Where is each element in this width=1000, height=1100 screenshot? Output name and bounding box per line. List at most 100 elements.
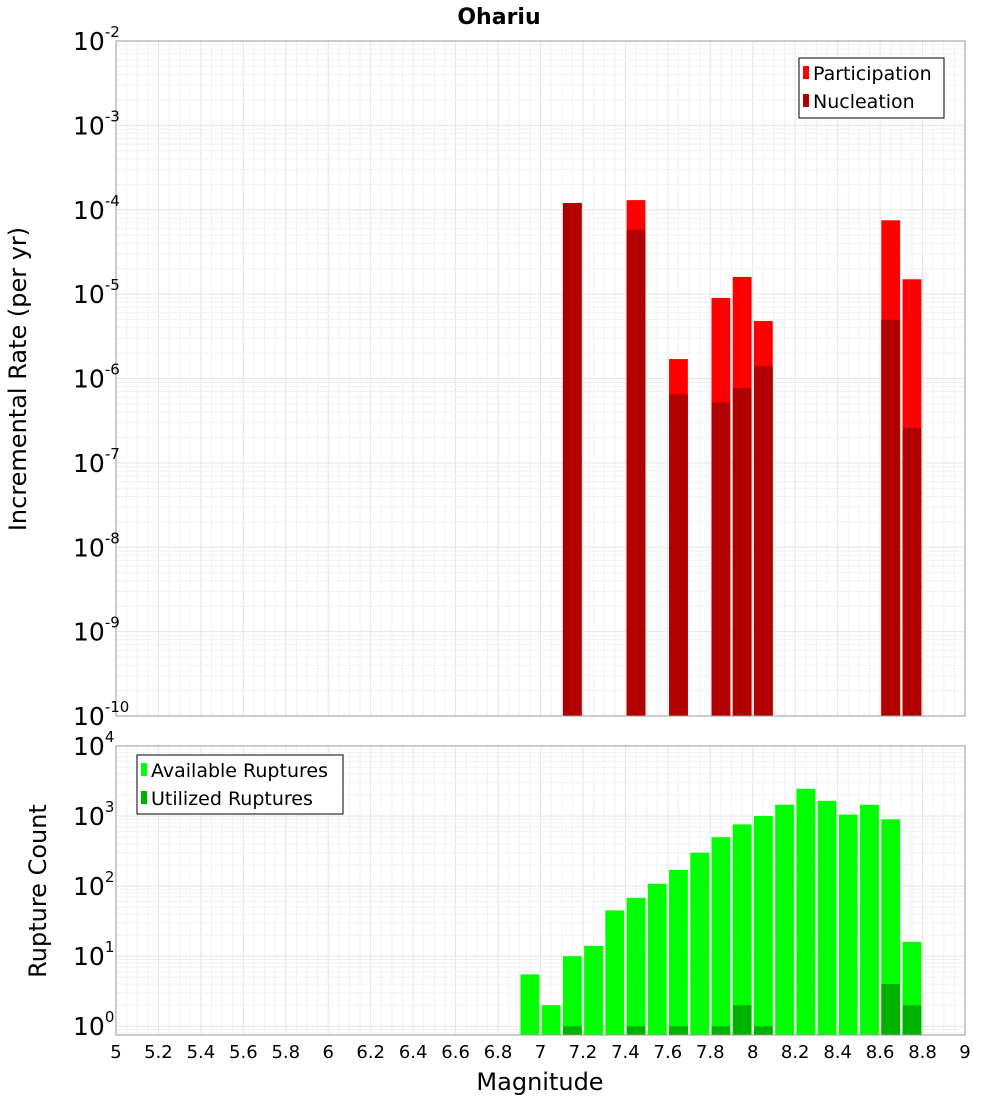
count-bar-utilized-ruptures xyxy=(711,1026,731,1035)
y-tick-label: 100 xyxy=(73,1008,114,1041)
x-tick-label: 7.2 xyxy=(569,1042,598,1063)
legend-swatch xyxy=(141,791,147,804)
legend-label: Nucleation xyxy=(813,91,915,113)
y-tick-label: 10-6 xyxy=(73,361,120,394)
y-tick-exponent: 0 xyxy=(105,1008,115,1026)
x-tick-label: 7.6 xyxy=(654,1042,683,1063)
rate-bar-nucleation xyxy=(626,229,646,717)
y-tick-exponent: -3 xyxy=(105,107,120,125)
x-tick-label: 5.6 xyxy=(229,1042,258,1063)
y-tick-exponent: 4 xyxy=(105,728,115,746)
rate-bar-nucleation xyxy=(881,319,901,716)
y-tick-label: 10-2 xyxy=(73,23,120,56)
y-tick-base: 10 xyxy=(73,942,105,971)
x-tick-label: 9 xyxy=(959,1042,970,1063)
count-bar-available-ruptures xyxy=(647,883,667,1035)
count-bar-available-ruptures xyxy=(860,804,879,1035)
y-tick-base: 10 xyxy=(73,280,105,309)
y-tick-exponent: 1 xyxy=(105,938,115,956)
y-tick-base: 10 xyxy=(73,27,105,56)
count-bar-available-ruptures xyxy=(732,824,752,1035)
rate-bar-nucleation xyxy=(711,402,731,716)
count-bar-available-ruptures xyxy=(838,814,858,1035)
y-tick-base: 10 xyxy=(73,449,105,478)
legend-box xyxy=(136,754,344,815)
x-tick-label: 6.6 xyxy=(441,1042,470,1063)
x-tick-label: 8 xyxy=(747,1042,758,1063)
legend-label: Utilized Ruptures xyxy=(151,788,313,810)
x-tick-label: 5.2 xyxy=(144,1042,173,1063)
count-bar-available-ruptures xyxy=(520,974,540,1035)
count-bar-available-ruptures xyxy=(775,804,794,1035)
x-tick-label: 7 xyxy=(535,1042,546,1063)
rate-series-nucleation xyxy=(562,203,922,717)
y-tick-exponent: -8 xyxy=(105,529,120,547)
y-tick-label: 10-4 xyxy=(73,192,120,225)
legend-swatch xyxy=(141,763,147,776)
y-tick-base: 10 xyxy=(73,872,105,901)
grid xyxy=(115,40,966,717)
count-bar-available-ruptures xyxy=(817,800,837,1035)
x-tick-label: 6.4 xyxy=(399,1042,428,1063)
x-tick-label: 6.8 xyxy=(484,1042,513,1063)
rate-bar-nucleation xyxy=(902,427,922,716)
y-tick-base: 10 xyxy=(73,111,105,140)
count-bar-utilized-ruptures xyxy=(669,1026,688,1035)
y-tick-exponent: -4 xyxy=(105,192,120,210)
count-bar-available-ruptures xyxy=(626,897,646,1035)
y-tick-label: 10-9 xyxy=(73,614,120,647)
rate-y-tick-labels: 10-210-310-410-510-610-710-810-910-10 xyxy=(73,23,129,731)
y-tick-label: 10-3 xyxy=(73,107,120,140)
chart-title: Ohariu xyxy=(457,5,540,30)
count-legend: Available Ruptures Utilized Ruptures xyxy=(136,754,344,815)
legend-label: Participation xyxy=(813,63,932,85)
x-tick-label: 5.4 xyxy=(187,1042,216,1063)
x-tick-label: 8.8 xyxy=(908,1042,937,1063)
x-axis-label: Magnitude xyxy=(476,1068,603,1096)
y-tick-label: 10-7 xyxy=(73,445,120,478)
plot-frame xyxy=(115,40,966,717)
count-bar-utilized-ruptures xyxy=(732,1005,752,1035)
y-tick-exponent: -5 xyxy=(105,276,120,294)
y-tick-exponent: -10 xyxy=(105,698,130,716)
y-tick-label: 102 xyxy=(73,868,114,901)
y-tick-base: 10 xyxy=(73,1012,105,1041)
y-tick-exponent: -7 xyxy=(105,445,120,463)
y-tick-label: 10-8 xyxy=(73,529,120,562)
x-tick-label: 7.4 xyxy=(611,1042,640,1063)
y-tick-base: 10 xyxy=(73,702,105,731)
x-tick-label: 6.2 xyxy=(356,1042,385,1063)
legend-swatch xyxy=(803,94,809,107)
y-tick-label: 10-10 xyxy=(73,698,129,731)
y-tick-base: 10 xyxy=(73,533,105,562)
y-tick-exponent: 3 xyxy=(105,798,115,816)
count-bar-available-ruptures xyxy=(669,869,688,1035)
rate-legend: Participation Nucleation xyxy=(798,57,945,119)
count-series-available-ruptures xyxy=(520,788,922,1035)
count-bar-utilized-ruptures xyxy=(753,1026,773,1035)
rate-bar-nucleation xyxy=(669,394,688,716)
y-tick-exponent: -2 xyxy=(105,23,120,41)
count-bar-utilized-ruptures xyxy=(902,1005,922,1035)
count-bar-available-ruptures xyxy=(881,819,901,1035)
count-bar-available-ruptures xyxy=(541,1005,561,1035)
y-tick-base: 10 xyxy=(73,196,105,225)
count-bar-available-ruptures xyxy=(584,945,603,1035)
y-tick-exponent: -9 xyxy=(105,614,120,632)
y-tick-label: 103 xyxy=(73,798,114,831)
x-tick-label: 7.8 xyxy=(696,1042,725,1063)
rate-bar-nucleation xyxy=(753,366,773,716)
plot-frame xyxy=(115,745,966,1036)
legend-box xyxy=(798,57,945,119)
count-bar-available-ruptures xyxy=(690,852,710,1035)
top-plot-area: 10-210-310-410-510-610-710-810-910-10Par… xyxy=(73,23,966,731)
x-tick-label: 8.4 xyxy=(823,1042,852,1063)
count-bar-available-ruptures xyxy=(711,837,731,1035)
x-tick-label: 5 xyxy=(110,1042,121,1063)
y-tick-label: 104 xyxy=(73,728,114,761)
rate-bar-nucleation xyxy=(732,388,752,716)
count-bar-available-ruptures xyxy=(796,788,816,1035)
